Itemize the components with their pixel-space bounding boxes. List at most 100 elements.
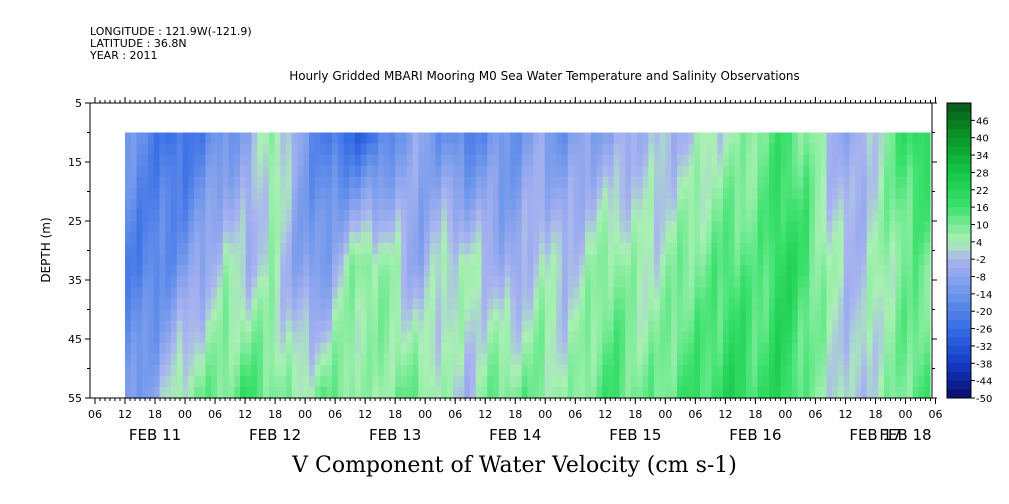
heat-cell	[240, 221, 247, 233]
heat-cell	[441, 154, 448, 167]
heat-cell	[895, 320, 902, 333]
heat-cell	[654, 287, 661, 300]
heat-cell	[677, 209, 684, 222]
heat-cell	[820, 331, 828, 344]
heat-cell	[314, 243, 322, 255]
heat-cell	[475, 287, 483, 300]
heat-cell	[521, 176, 529, 189]
heat-cell	[424, 353, 431, 366]
colorbar-segment	[947, 250, 971, 260]
heat-cell	[182, 176, 189, 189]
heat-cell	[280, 309, 287, 322]
heat-cell	[487, 331, 494, 344]
heat-cell	[774, 287, 782, 300]
heat-cell	[286, 276, 293, 288]
heat-cell	[579, 143, 586, 156]
heat-cell	[613, 298, 621, 311]
heat-cell	[493, 375, 500, 388]
heat-cell	[671, 320, 678, 333]
heat-cell	[343, 320, 350, 333]
heat-cell	[199, 143, 207, 156]
heat-cell	[602, 176, 609, 189]
heat-cell	[355, 187, 362, 200]
heat-cell	[723, 209, 730, 222]
heat-cell	[240, 331, 247, 344]
heat-cell	[142, 187, 149, 200]
heat-cell	[240, 309, 247, 322]
heat-cell	[389, 154, 396, 167]
heat-cell	[700, 232, 707, 244]
heat-cell	[504, 143, 511, 156]
heat-cell	[176, 353, 184, 366]
heat-cell	[493, 342, 500, 355]
heat-cell	[608, 298, 615, 311]
heat-cell	[286, 364, 293, 377]
heat-cell	[487, 232, 494, 244]
heat-cell	[889, 309, 897, 322]
heat-cell	[263, 353, 270, 366]
heat-cell	[797, 143, 805, 156]
heat-cell	[855, 232, 862, 244]
heat-cell	[475, 265, 483, 277]
heat-cell	[855, 265, 862, 277]
heatmap-field	[125, 132, 931, 399]
heat-cell	[619, 364, 626, 377]
heat-cell	[291, 320, 299, 333]
heat-cell	[809, 209, 816, 222]
heat-cell	[171, 176, 178, 189]
heat-cell	[401, 276, 408, 288]
heat-cell	[188, 232, 195, 244]
heat-cell	[728, 298, 736, 311]
heat-cell	[412, 386, 419, 399]
heat-cell	[872, 254, 879, 266]
heat-cell	[585, 209, 592, 222]
heat-cell	[797, 254, 805, 266]
heat-cell	[567, 320, 575, 333]
heat-cell	[228, 209, 235, 222]
heat-cell	[228, 132, 235, 145]
heat-cell	[786, 320, 793, 333]
heat-cell	[245, 209, 253, 222]
heat-cell	[619, 143, 626, 156]
heat-cell	[263, 221, 270, 233]
heat-cell	[343, 232, 350, 244]
heat-cell	[211, 386, 218, 399]
heat-cell	[677, 132, 684, 145]
heat-cell	[763, 232, 770, 244]
heat-cell	[901, 364, 908, 377]
heat-cell	[734, 342, 741, 355]
heat-cell	[780, 276, 787, 288]
heat-cell	[510, 342, 517, 355]
heat-cell	[199, 364, 207, 377]
heat-cell	[895, 209, 902, 222]
heat-cell	[740, 143, 747, 156]
heat-cell	[746, 298, 753, 311]
heat-cell	[412, 353, 419, 366]
heat-cell	[751, 143, 759, 156]
heat-cell	[504, 176, 511, 189]
heat-cell	[188, 364, 195, 377]
heat-cell	[429, 298, 437, 311]
heat-cell	[832, 265, 839, 277]
heat-cell	[176, 243, 184, 255]
heat-cell	[705, 143, 713, 156]
heat-cell	[303, 176, 310, 189]
heat-cell	[769, 364, 776, 377]
heat-cell	[654, 221, 661, 233]
heat-cell	[872, 331, 879, 344]
heat-cell	[912, 165, 920, 178]
heat-cell	[602, 353, 609, 366]
heat-cell	[148, 298, 155, 311]
heat-cell	[539, 232, 546, 244]
heat-cell	[303, 309, 310, 322]
heat-cell	[464, 364, 471, 377]
heat-cell	[832, 276, 839, 288]
heat-cell	[159, 243, 166, 255]
heat-cell	[504, 254, 511, 266]
heat-cell	[268, 353, 276, 366]
heat-cell	[895, 331, 902, 344]
colorbar-segment	[947, 354, 971, 364]
heat-cell	[590, 353, 598, 366]
heat-cell	[878, 154, 885, 167]
heat-cell	[406, 221, 414, 233]
